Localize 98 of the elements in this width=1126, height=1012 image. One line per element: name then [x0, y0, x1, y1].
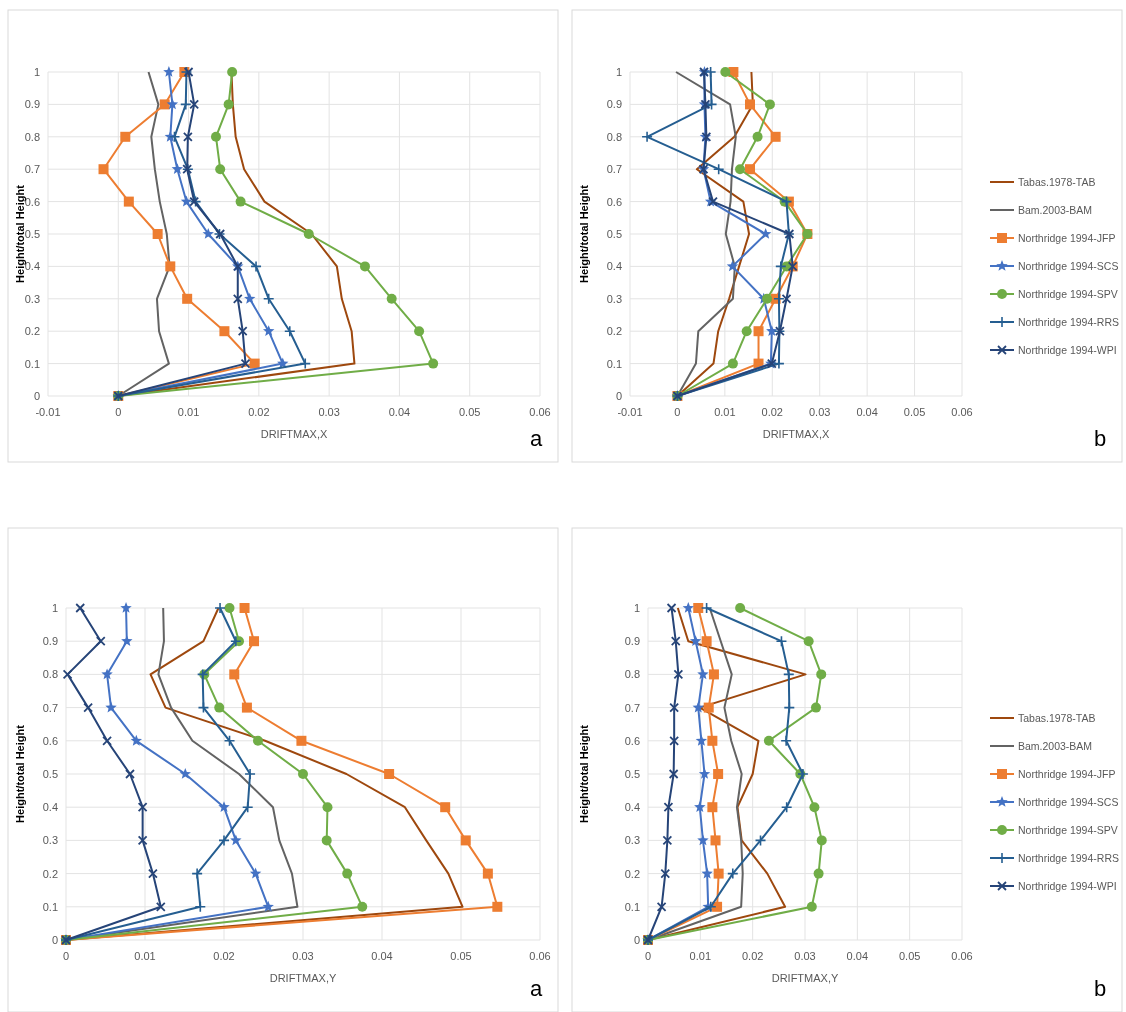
x-tick-label: -0.01: [617, 406, 643, 418]
y-tick-label: 0.9: [24, 98, 40, 111]
x-tick-label: 0.05: [903, 406, 926, 418]
y-tick-label: 0.7: [624, 701, 640, 714]
text: a: [529, 976, 543, 1001]
y-tick-label: 0: [615, 390, 622, 402]
y-axis-title: Height/total Height: [578, 184, 590, 283]
x-tick-label: 0.03: [809, 406, 831, 418]
x-tick-label: 0.03: [794, 950, 816, 962]
x-tick-label: 0.06: [529, 950, 551, 962]
x-tick-label: 0.04: [388, 406, 411, 418]
x-tick-label: 0.03: [292, 950, 314, 962]
x-tick-label: 0.01: [177, 406, 200, 418]
y-tick-label: 0.5: [624, 768, 640, 780]
x-tick-label: 0.05: [450, 950, 472, 962]
y-tick-label: 0: [33, 390, 40, 402]
legend-label: Northridge 1994-SCS: [1018, 260, 1119, 272]
legend-label: Northridge 1994-JFP: [1018, 768, 1116, 780]
y-tick-label: 0.7: [42, 701, 58, 714]
y-tick-label: 0.5: [606, 228, 622, 240]
x-tick-label: 0.02: [248, 406, 270, 418]
x-tick-label: 0: [674, 406, 681, 418]
x-axis-title: DRIFTMAX,Y: [771, 972, 839, 984]
y-axis-title: Height/total Height: [14, 184, 26, 283]
x-tick-label: 0.05: [459, 406, 481, 418]
y-tick-label: 0.4: [606, 260, 622, 273]
x-tick-label: 0.06: [951, 950, 973, 962]
y-tick-label: 0.2: [624, 867, 640, 880]
legend-label: Northridge 1994-WPI: [1018, 880, 1117, 892]
y-tick-label: 1: [633, 602, 640, 614]
legend-label: Tabas.1978-TAB: [1018, 712, 1096, 724]
y-axis-title: Height/total Height: [578, 724, 590, 823]
y-tick-label: 0.7: [606, 163, 622, 176]
y-tick-label: 0.2: [42, 867, 58, 880]
legend-label: Northridge 1994-SPV: [1018, 288, 1118, 300]
legend-label: Northridge 1994-RRS: [1018, 316, 1119, 328]
x-tick-label: 0.02: [761, 406, 783, 418]
x-tick-label: -0.01: [35, 406, 61, 418]
y-tick-label: 1: [615, 66, 622, 78]
x-axis-title: DRIFTMAX,X: [762, 428, 830, 440]
y-tick-label: 0.4: [624, 801, 640, 814]
text: b: [1093, 426, 1107, 451]
y-axis-title: Height/total Height: [14, 724, 26, 823]
x-tick-label: 0.01: [134, 950, 156, 962]
y-tick-label: 0.9: [624, 635, 640, 648]
x-tick-label: 0.02: [213, 950, 235, 962]
y-tick-label: 0.6: [624, 734, 640, 747]
y-tick-label: 0.5: [42, 768, 58, 780]
x-tick-label: 0.04: [846, 950, 869, 962]
y-tick-label: 0.8: [606, 130, 622, 143]
y-tick-label: 0.6: [42, 734, 58, 747]
x-tick-label: 0.01: [689, 950, 712, 962]
y-tick-label: 0.8: [624, 668, 640, 681]
y-tick-label: 0.9: [42, 635, 58, 648]
y-tick-label: 0.3: [24, 292, 40, 305]
y-tick-label: 0.3: [42, 834, 58, 847]
legend-label: Bam.2003-BAM: [1018, 740, 1093, 752]
legend-label: Northridge 1994-RRS: [1018, 852, 1119, 864]
y-tick-label: 1: [33, 66, 40, 78]
y-tick-label: 0.1: [624, 900, 640, 913]
x-tick-label: 0: [115, 406, 122, 418]
x-axis-title: DRIFTMAX,Y: [269, 972, 337, 984]
y-tick-label: 0.1: [606, 357, 622, 370]
legend-label: Northridge 1994-SCS: [1018, 796, 1119, 808]
y-tick-label: 0: [633, 934, 640, 946]
y-tick-label: 1: [51, 602, 58, 614]
y-tick-label: 0.2: [24, 325, 40, 338]
legend-label: Tabas.1978-TAB: [1018, 176, 1096, 188]
x-tick-label: 0.04: [371, 950, 393, 962]
x-tick-label: 0.06: [951, 406, 973, 418]
y-tick-label: 0.9: [606, 98, 622, 111]
y-tick-label: 0: [51, 934, 58, 946]
y-tick-label: 0.5: [24, 228, 40, 240]
y-tick-label: 0.8: [24, 130, 40, 143]
y-tick-label: 0.7: [24, 163, 40, 176]
text: a: [529, 426, 543, 451]
x-tick-label: 0.03: [318, 406, 340, 418]
x-tick-label: 0.01: [714, 406, 736, 418]
y-tick-label: 0.3: [606, 292, 622, 305]
y-tick-label: 0.8: [42, 668, 58, 681]
y-tick-label: 0.2: [606, 325, 622, 338]
y-tick-label: 0.4: [42, 801, 58, 814]
text: b: [1093, 976, 1107, 1001]
legend-label: Northridge 1994-WPI: [1018, 344, 1117, 356]
x-axis-title: DRIFTMAX,X: [260, 428, 328, 440]
x-tick-label: 0: [644, 950, 652, 962]
y-tick-label: 0.6: [606, 195, 622, 208]
x-tick-label: 0.06: [529, 406, 551, 418]
legend-label: Bam.2003-BAM: [1018, 204, 1093, 216]
y-tick-label: 0.3: [624, 834, 640, 847]
x-tick-label: 0.04: [856, 406, 878, 418]
legend-label: Northridge 1994-JFP: [1018, 232, 1116, 244]
x-tick-label: 0: [62, 950, 70, 962]
x-tick-label: 0.02: [741, 950, 764, 962]
y-tick-label: 0.1: [42, 900, 58, 913]
x-tick-label: 0.05: [898, 950, 921, 962]
legend-label: Northridge 1994-SPV: [1018, 824, 1118, 836]
y-tick-label: 0.1: [24, 357, 40, 370]
